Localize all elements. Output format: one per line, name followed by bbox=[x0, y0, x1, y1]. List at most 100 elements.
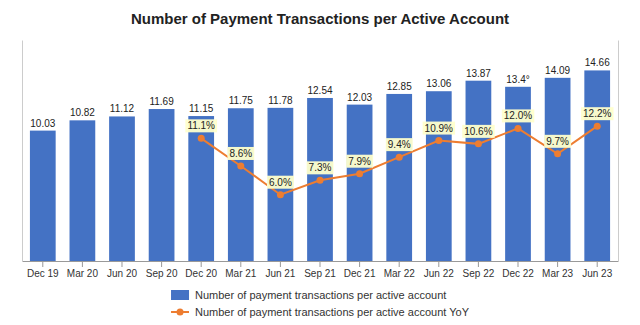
bar-label: 11.69 bbox=[149, 96, 174, 107]
line-label-group: 9.7% bbox=[544, 135, 571, 148]
bar bbox=[386, 94, 412, 261]
x-tick-label: Jun 23 bbox=[582, 268, 612, 279]
x-tick: Dec 20 bbox=[185, 261, 217, 279]
bar-label: 12.03 bbox=[347, 92, 372, 103]
bar-label: 11.75 bbox=[229, 95, 254, 106]
x-axis: Dec 19 Mar 20 Jun 20 Sep 20 Dec 20 Mar 21 Jun … bbox=[23, 261, 619, 279]
x-tick: Mar 23 bbox=[542, 261, 574, 279]
line-label-group: 12.0% bbox=[502, 109, 534, 122]
bar-label: 12.85 bbox=[387, 81, 412, 92]
legend-swatch bbox=[171, 290, 189, 300]
line-label-background bbox=[227, 147, 254, 160]
x-tick: Jun 22 bbox=[424, 261, 454, 279]
line-label-group: 7.9% bbox=[346, 155, 373, 168]
bar-label: 11.78 bbox=[268, 95, 293, 106]
line-label: 8.6% bbox=[229, 148, 252, 159]
y2-axis-line bbox=[618, 41, 619, 262]
line-label-background bbox=[307, 161, 334, 174]
line-label-background bbox=[267, 176, 294, 189]
line-label: 6.0% bbox=[269, 177, 292, 188]
line-label-background bbox=[462, 125, 494, 138]
line bbox=[201, 126, 597, 195]
line-label-background bbox=[346, 155, 373, 168]
line-marker bbox=[554, 150, 561, 157]
line-marker bbox=[396, 154, 403, 161]
line-label-group: 10.9% bbox=[423, 122, 455, 135]
line-label-background bbox=[581, 107, 613, 120]
line-label-background bbox=[502, 109, 534, 122]
line-marker bbox=[237, 162, 244, 169]
x-tick-label: Dec 21 bbox=[344, 268, 376, 279]
line-label-group: 9.4% bbox=[386, 138, 413, 151]
bar bbox=[30, 131, 56, 261]
line-label: 12.0% bbox=[504, 110, 532, 121]
x-tick-label: Dec 19 bbox=[27, 268, 59, 279]
line-label-background bbox=[423, 122, 455, 135]
x-tick-mark bbox=[518, 261, 519, 267]
x-tick-label: Jun 21 bbox=[265, 268, 295, 279]
bar bbox=[426, 91, 452, 261]
x-tick-mark bbox=[399, 261, 400, 267]
x-tick-label: Dec 20 bbox=[185, 268, 217, 279]
x-tick: Dec 21 bbox=[344, 261, 376, 279]
x-tick-mark bbox=[82, 261, 83, 267]
line-label-background bbox=[386, 138, 413, 151]
x-tick-mark bbox=[201, 261, 202, 267]
bar bbox=[109, 116, 135, 261]
x-tick: Jun 23 bbox=[582, 261, 612, 279]
bar-label: 13.4° bbox=[506, 74, 529, 85]
line-marker bbox=[515, 125, 522, 132]
x-tick-mark bbox=[478, 261, 479, 267]
x-tick-mark bbox=[121, 261, 122, 267]
x-tick: Jun 21 bbox=[265, 261, 295, 279]
line-label: 7.9% bbox=[348, 156, 371, 167]
x-tick-label: Mar 20 bbox=[67, 268, 99, 279]
line-label: 12.2% bbox=[583, 108, 611, 119]
x-tick: Mar 21 bbox=[225, 261, 257, 279]
title: Number of Payment Transactions per Activ… bbox=[131, 10, 509, 27]
chart: Number of Payment Transactions per Activ… bbox=[0, 0, 640, 325]
bar bbox=[584, 70, 610, 261]
x-tick: Dec 22 bbox=[502, 261, 534, 279]
x-tick-mark bbox=[438, 261, 439, 267]
bar-label: 11.15 bbox=[189, 103, 214, 114]
x-tick: Jun 20 bbox=[107, 261, 137, 279]
data-labels: 10.0310.8211.1211.6911.1511.7511.7812.54… bbox=[30, 57, 613, 188]
line-label-group: 6.0% bbox=[267, 176, 294, 189]
x-tick-label: Mar 22 bbox=[384, 268, 416, 279]
line-label: 10.9% bbox=[425, 123, 453, 134]
line-label: 11.1% bbox=[187, 120, 215, 131]
line-label-group: 11.1% bbox=[185, 119, 217, 132]
y2-axis bbox=[618, 41, 619, 262]
x-tick-label: Sep 21 bbox=[304, 268, 336, 279]
x-tick-label: Jun 20 bbox=[107, 268, 137, 279]
line-label: 9.4% bbox=[388, 139, 411, 150]
x-tick-label: Mar 21 bbox=[225, 268, 257, 279]
bar-label: 13.06 bbox=[426, 78, 451, 89]
line-label: 7.3% bbox=[309, 162, 332, 173]
line-label-background bbox=[185, 119, 217, 132]
x-tick-mark bbox=[280, 261, 281, 267]
line-label-group: 8.6% bbox=[227, 147, 254, 160]
bar bbox=[466, 81, 492, 261]
x-tick-mark bbox=[557, 261, 558, 267]
x-tick-mark bbox=[42, 261, 43, 267]
x-tick-label: Mar 23 bbox=[542, 268, 574, 279]
x-tick-mark bbox=[597, 261, 598, 267]
bar-label: 13.87 bbox=[466, 68, 491, 79]
plot-area: Dec 19 Mar 20 Jun 20 Sep 20 Dec 20 Mar 21 Jun … bbox=[23, 41, 619, 280]
x-tick: Sep 20 bbox=[146, 261, 178, 279]
bar-label: 14.66 bbox=[585, 57, 610, 68]
legend-item: Number of payment transactions per activ… bbox=[171, 289, 446, 301]
legend-label: Number of payment transactions per activ… bbox=[195, 289, 446, 301]
bar-label: 10.03 bbox=[30, 118, 55, 129]
line-marker bbox=[475, 140, 482, 147]
x-tick: Mar 22 bbox=[384, 261, 416, 279]
line-marker bbox=[317, 177, 324, 184]
bar bbox=[347, 105, 373, 261]
x-tick-mark bbox=[240, 261, 241, 267]
bar bbox=[149, 109, 175, 261]
x-tick-mark bbox=[161, 261, 162, 267]
x-tick-label: Jun 22 bbox=[424, 268, 454, 279]
bar bbox=[188, 116, 214, 261]
